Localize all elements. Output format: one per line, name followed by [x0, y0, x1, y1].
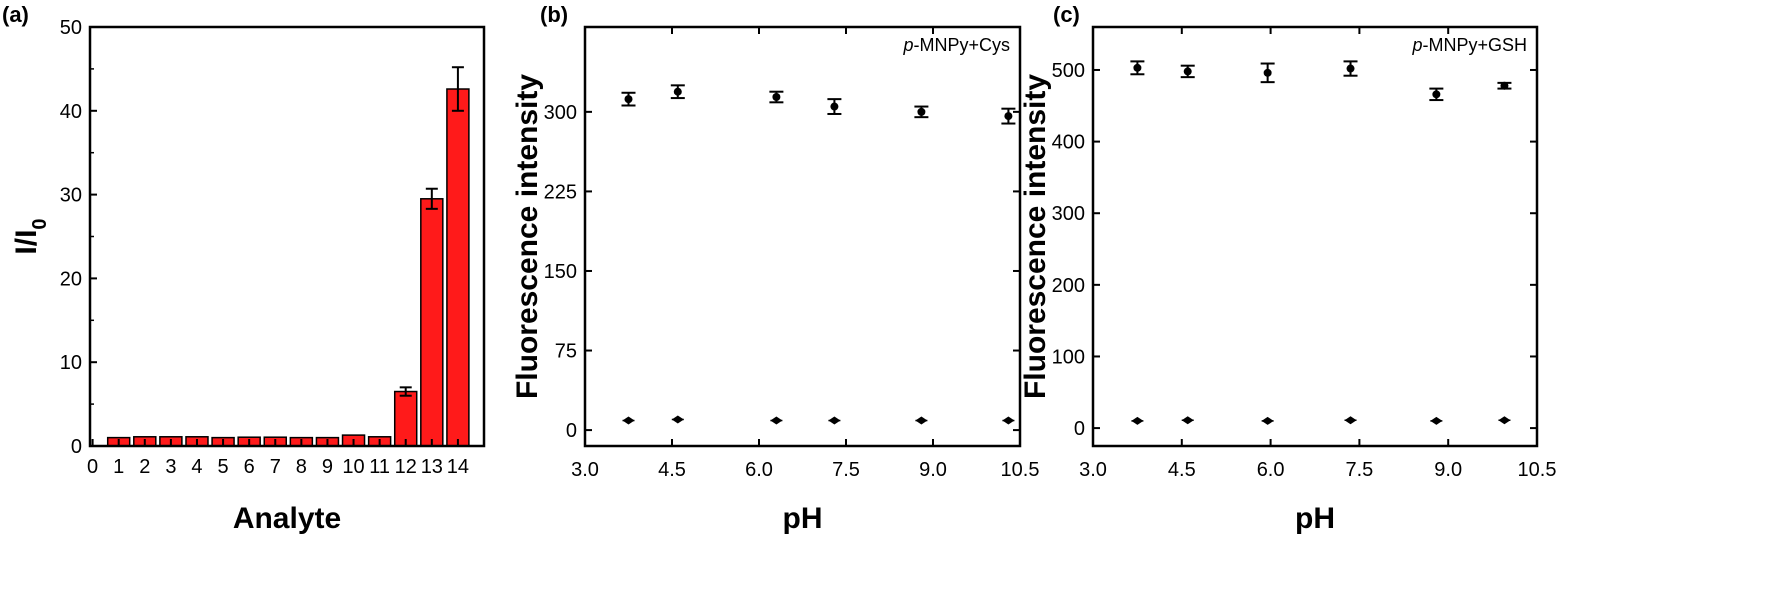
x-tick-label: 1	[113, 456, 124, 478]
y-axis-title-subscript: 0	[29, 218, 51, 229]
x-tick-label: 10	[342, 456, 364, 478]
y-tick-label: 20	[60, 268, 82, 290]
x-tick-label: 4.5	[1168, 459, 1196, 481]
x-tick-label: 10.5	[1001, 459, 1040, 481]
data-point-circle	[772, 93, 781, 102]
x-tick-label: 3.0	[1079, 459, 1107, 481]
y-tick-label: 0	[1074, 418, 1085, 440]
annotation-text: -MNPy+GSH	[1422, 35, 1527, 55]
x-tick-label: 7	[270, 456, 281, 478]
data-point-circle	[673, 87, 682, 96]
x-tick-label: 11	[369, 456, 390, 478]
x-tick-label: 0	[87, 456, 98, 478]
x-tick-label: 14	[447, 456, 469, 478]
data-point-diamond	[915, 416, 928, 425]
y-tick-label: 10	[60, 352, 82, 374]
data-point-circle	[624, 95, 633, 104]
x-tick-label: 6.0	[1257, 459, 1285, 481]
y-axis-title-main: I/I	[10, 230, 43, 255]
annotation-italic: p	[1411, 35, 1422, 55]
y-tick-label: 75	[555, 341, 577, 363]
data-point-diamond	[1430, 416, 1443, 425]
y-tick-label: 200	[1052, 275, 1085, 297]
plot-frame	[583, 25, 1022, 448]
data-point-circle	[1133, 63, 1142, 72]
panel-a: I/I0	[10, 25, 486, 448]
y-tick-label: 400	[1052, 132, 1085, 154]
x-axis-title: Analyte	[233, 502, 341, 535]
x-tick-label: 3.0	[571, 459, 599, 481]
y-tick-label: 0	[71, 436, 82, 458]
y-tick-label: 50	[60, 17, 82, 39]
x-tick-label: 4	[191, 456, 202, 478]
x-tick-label: 6.0	[745, 459, 773, 481]
x-tick-label: 6	[244, 456, 255, 478]
data-point-diamond	[828, 416, 841, 425]
y-tick-label: 150	[544, 261, 577, 283]
x-axis-title: pH	[1295, 502, 1335, 535]
bar	[420, 198, 444, 447]
panel-label-a: (a)	[2, 2, 29, 27]
data-point-diamond	[622, 416, 635, 425]
panel-label-panel-c: (c)	[1053, 2, 1080, 27]
data-point-diamond	[1131, 416, 1144, 425]
data-point-circle	[917, 107, 926, 116]
data-point-circle	[1432, 90, 1441, 99]
y-tick-label: 30	[60, 185, 82, 207]
data-point-circle	[1346, 64, 1355, 73]
plot-frame	[1091, 25, 1539, 448]
data-point-diamond	[671, 415, 684, 424]
annotation: p-MNPy+Cys	[902, 35, 1010, 55]
x-tick-label: 7.5	[832, 459, 860, 481]
x-tick-label: 8	[296, 456, 307, 478]
x-tick-label: 9.0	[1434, 459, 1462, 481]
x-tick-label: 4.5	[658, 459, 686, 481]
panel-label-panel-b: (b)	[540, 2, 568, 27]
y-tick-label: 300	[544, 102, 577, 124]
data-point-diamond	[1498, 416, 1511, 425]
data-point-circle	[1004, 112, 1013, 121]
x-tick-label: 9	[322, 456, 333, 478]
y-axis-title: I/I0	[10, 218, 51, 254]
y-axis-title: Fluorescence intensity	[1019, 74, 1052, 399]
x-tick-label: 9.0	[919, 459, 947, 481]
annotation-text: -MNPy+Cys	[913, 35, 1010, 55]
data-point-diamond	[1181, 416, 1194, 425]
y-tick-label: 0	[566, 420, 577, 442]
data-point-circle	[1263, 68, 1272, 77]
x-tick-label: 12	[395, 456, 417, 478]
y-tick-label: 500	[1052, 60, 1085, 82]
data-point-diamond	[1344, 416, 1357, 425]
y-tick-label: 300	[1052, 203, 1085, 225]
panel-b: p-MNPy+Cys	[583, 25, 1022, 448]
data-point-diamond	[1261, 416, 1274, 425]
y-axis-title: Fluorescence intensity	[511, 74, 544, 399]
x-tick-label: 3	[165, 456, 176, 478]
data-point-diamond	[1002, 416, 1015, 425]
data-point-circle	[1500, 81, 1509, 90]
panel-c: p-MNPy+GSH	[1091, 25, 1539, 448]
x-tick-label: 2	[139, 456, 150, 478]
data-point-circle	[830, 102, 839, 111]
annotation: p-MNPy+GSH	[1411, 35, 1527, 55]
y-tick-label: 100	[1052, 346, 1085, 368]
x-axis-title: pH	[783, 502, 823, 535]
y-tick-label: 225	[544, 181, 577, 203]
bar	[393, 390, 418, 447]
annotation-italic: p	[902, 35, 913, 55]
y-tick-label: 40	[60, 101, 82, 123]
x-tick-label: 7.5	[1345, 459, 1373, 481]
data-point-diamond	[770, 416, 783, 425]
x-tick-label: 13	[421, 456, 443, 478]
x-tick-label: 5	[218, 456, 229, 478]
bar	[446, 88, 470, 447]
x-tick-label: 10.5	[1518, 459, 1557, 481]
data-point-circle	[1183, 67, 1192, 76]
